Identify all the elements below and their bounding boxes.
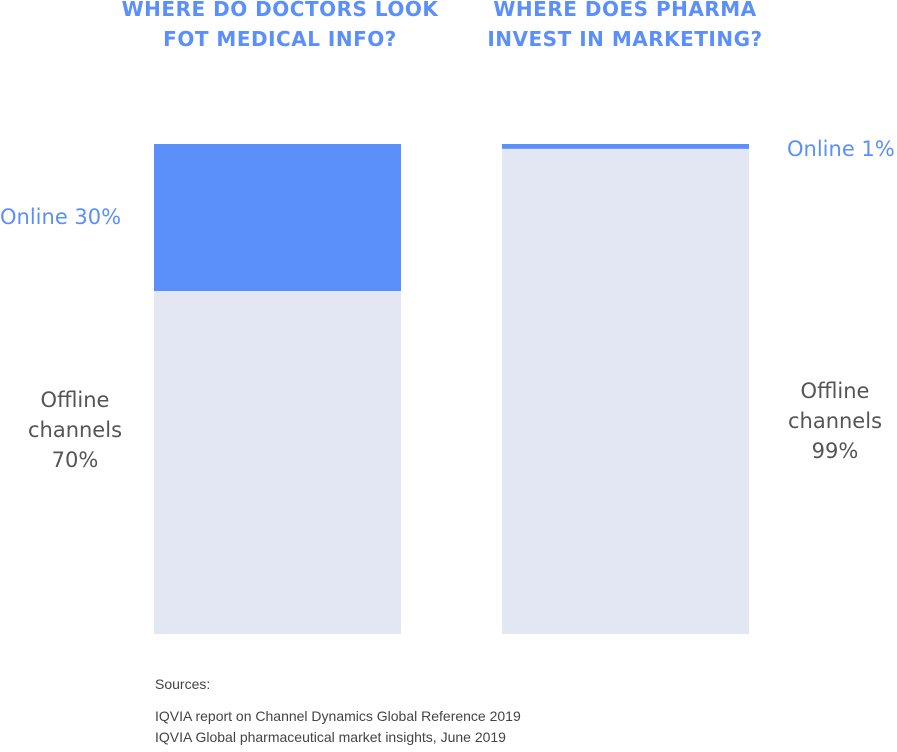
right-offline-label-line3: 99%	[811, 439, 859, 463]
source-item-2: IQVIA Global pharmaceutical market insig…	[155, 729, 506, 745]
left-online-label: Online 30%	[0, 205, 122, 229]
right-bar-offline-segment	[502, 148, 749, 634]
left-offline-label-line2: channels	[27, 418, 123, 442]
left-chart-title: WHERE DO DOCTORS LOOK FOT MEDICAL INFO?	[110, 0, 450, 54]
left-bar-online-segment	[154, 144, 401, 291]
right-offline-label-line2: channels	[787, 409, 883, 433]
right-chart-title-line2: INVEST IN MARKETING?	[487, 27, 763, 51]
left-offline-label: Offline channels 70%	[5, 385, 145, 475]
sources-heading: Sources:	[155, 676, 211, 692]
left-offline-label-line1: Offline	[40, 388, 110, 412]
right-offline-label: Offline channels 99%	[765, 376, 897, 466]
left-offline-label-line3: 70%	[51, 448, 99, 472]
right-online-label: Online 1%	[787, 137, 895, 161]
right-offline-label-line1: Offline	[800, 379, 870, 403]
left-bar-offline-segment	[154, 291, 401, 634]
right-bar-online-segment	[502, 144, 749, 149]
right-chart-title-line1: WHERE DOES PHARMA	[493, 0, 757, 21]
right-chart-title: WHERE DOES PHARMA INVEST IN MARKETING?	[455, 0, 795, 54]
source-item-1: IQVIA report on Channel Dynamics Global …	[155, 708, 521, 724]
left-chart-title-line1: WHERE DO DOCTORS LOOK	[121, 0, 439, 21]
sources-block: Sources: IQVIA report on Channel Dynamic…	[155, 674, 521, 748]
left-chart-title-line2: FOT MEDICAL INFO?	[163, 27, 397, 51]
